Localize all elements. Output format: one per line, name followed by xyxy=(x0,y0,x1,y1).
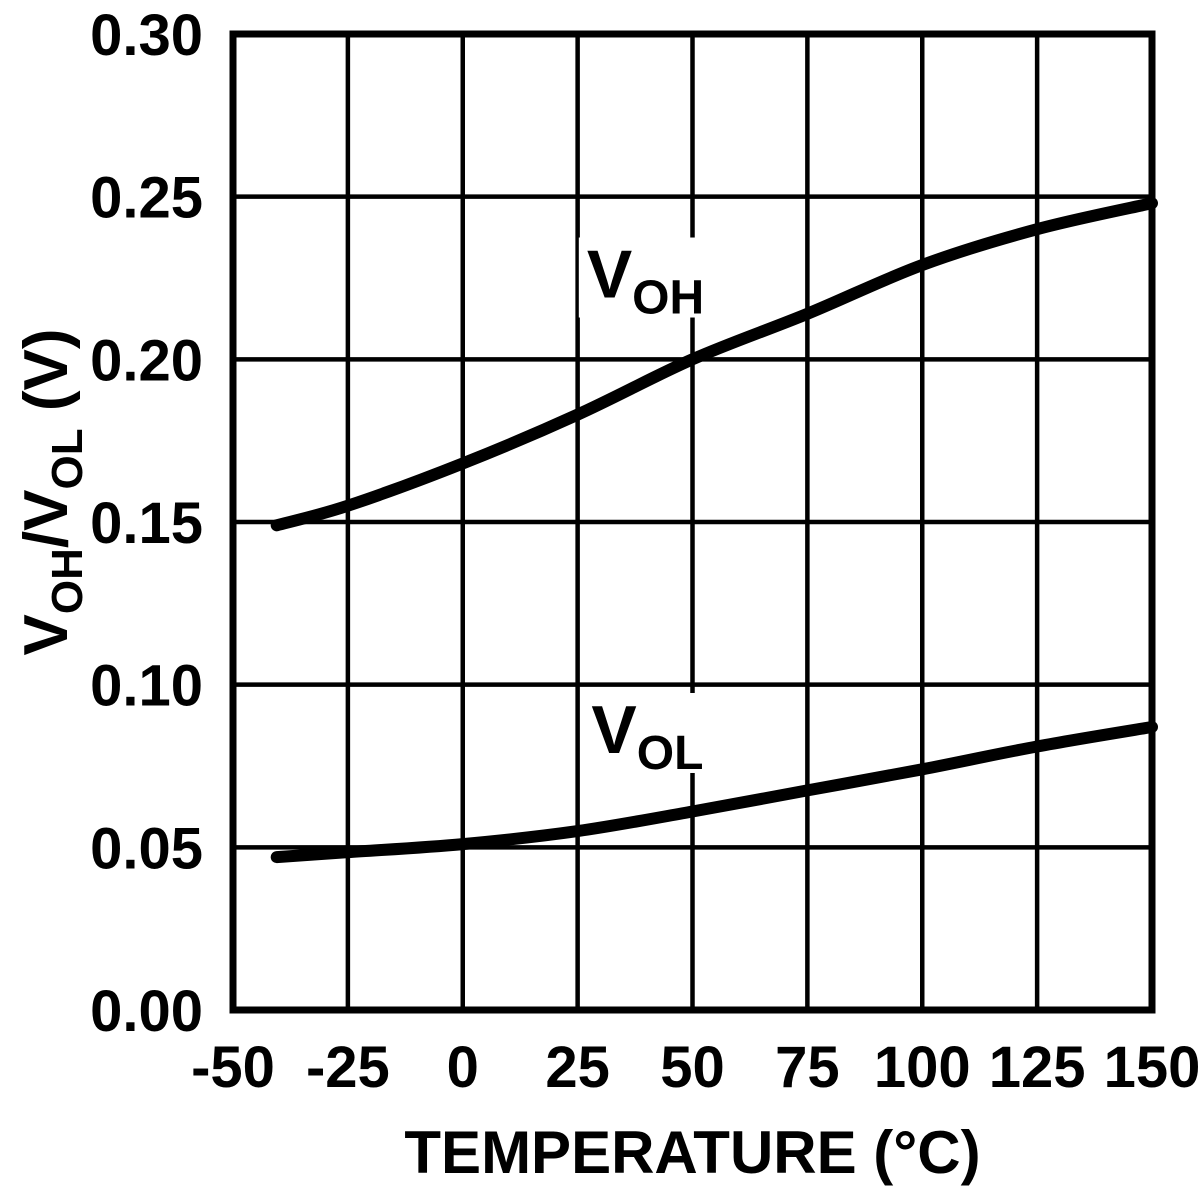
series-label-voh: VOH xyxy=(587,237,704,325)
x-tick-label: 50 xyxy=(660,1035,725,1100)
x-tick-label: 150 xyxy=(1104,1035,1200,1100)
y-tick-label: 0.30 xyxy=(90,3,203,68)
y-axis-title-text: /V xyxy=(12,489,81,549)
y-tick-label: 0.20 xyxy=(90,328,203,393)
series-label-vol: VOL xyxy=(591,692,703,780)
x-tick-label: 100 xyxy=(874,1035,971,1100)
x-tick-label: -50 xyxy=(191,1035,275,1100)
y-tick-label: 0.15 xyxy=(90,491,203,556)
x-axis-title: TEMPERATURE (°C) xyxy=(404,1119,981,1186)
series-label-box-voh xyxy=(578,237,697,318)
curve-vol xyxy=(270,721,1158,864)
y-axis-title-text: (V) xyxy=(12,328,81,429)
y-tick-label: 0.10 xyxy=(90,654,203,719)
x-tick-label: 75 xyxy=(775,1035,840,1100)
x-tick-label: 25 xyxy=(545,1035,610,1100)
series-label-box-vol xyxy=(583,692,702,773)
x-tick-label: 125 xyxy=(989,1035,1086,1100)
y-tick-label: 0.05 xyxy=(90,816,203,881)
y-axis-title-text: V xyxy=(12,614,81,656)
y-axis-title: VOH/VOL (V) xyxy=(7,327,92,657)
y-tick-label: 0.00 xyxy=(90,979,203,1044)
plot-border xyxy=(229,30,1156,1014)
y-axis-title-subscript: OH xyxy=(43,548,92,615)
x-tick-label: 0 xyxy=(447,1035,479,1100)
curve-voh xyxy=(270,197,1158,532)
x-tick-label: -25 xyxy=(306,1035,390,1100)
y-axis-title-subscript: OL xyxy=(43,428,92,490)
y-tick-label: 0.25 xyxy=(90,166,203,231)
